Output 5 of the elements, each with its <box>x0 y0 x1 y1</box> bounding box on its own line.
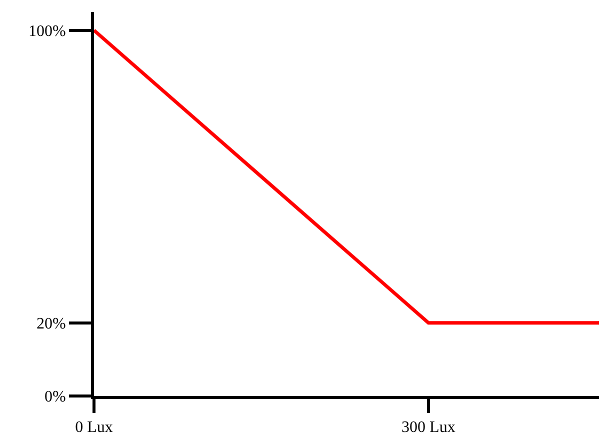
y-tick-label: 0% <box>44 388 66 406</box>
y-tick-label: 20% <box>36 315 66 332</box>
x-tick-label: 300 Lux <box>402 419 456 436</box>
y-tick-label: 100% <box>28 22 66 40</box>
x-tick-label: 0 Lux <box>75 419 113 436</box>
